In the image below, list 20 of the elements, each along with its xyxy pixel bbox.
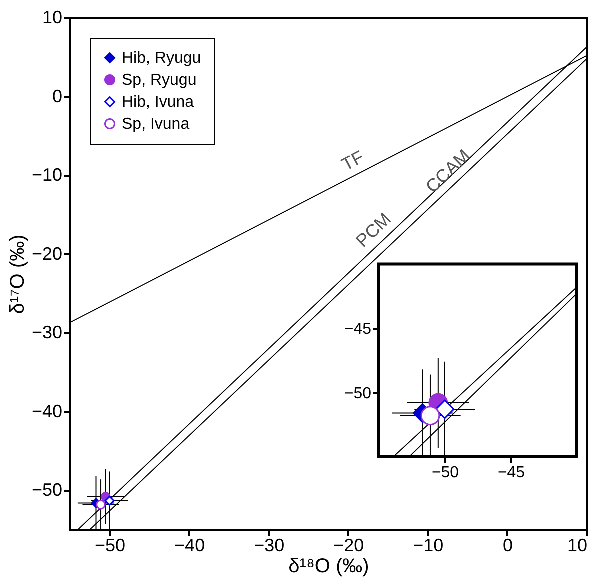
legend-label: Sp, Ivuna [122,116,190,133]
y-tick-label: −30 [32,322,62,343]
x-axis-title: δ¹⁸O (‰) [288,556,370,578]
x-tick-label: 0 [502,536,513,556]
x-tick-label: −50 [94,536,126,556]
legend-label: Hib, Ivuna [122,94,194,111]
x-tick-label: −40 [174,536,206,556]
y-tick-label: −10 [32,165,62,186]
x-tick-label: 10 [567,536,588,556]
y-tick-label: 10 [42,8,62,28]
legend-label: Hib, Ryugu [122,50,202,67]
legend-label: Sp, Ryugu [122,72,197,89]
y-tick-label: −20 [32,244,62,264]
x-tick-label: −30 [254,536,285,556]
y-tick-label: −50 [32,480,62,500]
annotation: TF [338,146,368,175]
y-tick-label: −40 [32,401,62,422]
x-tick-label: −10 [413,536,444,556]
y-tick-label: 0 [52,86,62,106]
y-axis-title: δ¹⁷O (‰) [6,234,29,314]
